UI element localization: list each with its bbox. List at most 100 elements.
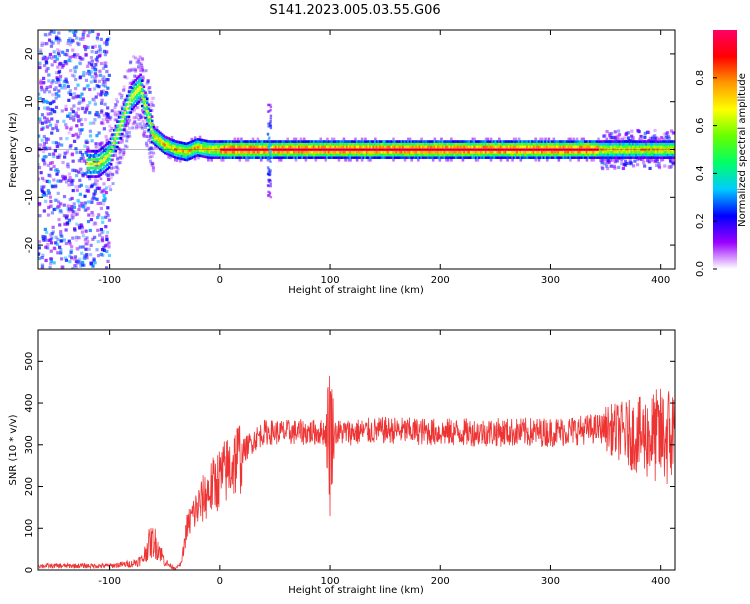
- ridge-cell: [360, 142, 364, 146]
- ridge-cell: [370, 140, 374, 143]
- ridge-cell: [286, 137, 290, 141]
- ridge-cell: [221, 159, 225, 162]
- noise-cell: [43, 64, 47, 68]
- ridge-cell: [182, 152, 185, 156]
- ridge-cell: [174, 150, 177, 154]
- ridge-cell: [142, 85, 146, 89]
- ridge-cell: [135, 77, 139, 80]
- ridge-cell: [501, 150, 504, 154]
- noise-cell: [630, 129, 634, 133]
- ridge-cell: [408, 150, 412, 154]
- ridge-cell: [299, 153, 303, 157]
- noise-cell: [42, 106, 47, 110]
- burst-cell: [268, 110, 271, 113]
- noise-cell: [147, 139, 151, 143]
- burst-cell: [269, 114, 273, 117]
- noise-cell: [63, 86, 67, 90]
- ridge-cell: [88, 154, 91, 157]
- ridge-cell: [355, 140, 359, 143]
- burst-cell: [269, 117, 273, 120]
- ridge-cell: [550, 142, 554, 146]
- ridge-cell: [342, 140, 346, 143]
- ridge-cell: [478, 153, 481, 157]
- burst-cell: [269, 121, 272, 125]
- noise-cell: [142, 134, 146, 138]
- ridge-cell: [145, 101, 149, 105]
- ridge-cell: [650, 159, 653, 162]
- noise-cell: [103, 244, 107, 248]
- ridge-cell: [192, 142, 195, 146]
- ridge-cell: [111, 145, 114, 149]
- ridge-cell: [408, 142, 412, 146]
- noise-cell: [51, 127, 55, 131]
- ridge-cell: [297, 153, 301, 157]
- ridge-cell: [188, 157, 192, 160]
- noise-cell: [82, 70, 86, 75]
- noise-cell: [38, 64, 42, 68]
- noise-cell: [101, 89, 105, 93]
- noise-cell: [617, 129, 621, 133]
- ridge-cell: [403, 140, 407, 143]
- ridge-cell: [656, 142, 660, 146]
- noise-cell: [80, 201, 84, 206]
- x-tick-label: 200: [431, 275, 450, 286]
- ridge-cell: [486, 156, 490, 159]
- ridge-cell: [663, 137, 666, 141]
- ridge-cell: [190, 153, 194, 157]
- ridge-cell: [383, 145, 387, 149]
- ridge-cell: [488, 142, 491, 146]
- ridge-cell: [623, 156, 627, 159]
- noise-cell: [54, 235, 58, 239]
- ridge-cell: [240, 137, 243, 141]
- noise-cell: [67, 178, 71, 183]
- ridge-cell: [159, 131, 162, 135]
- noise-cell: [655, 157, 659, 161]
- ridge-cell: [635, 142, 638, 146]
- noise-cell: [85, 185, 89, 189]
- ridge-cell: [631, 140, 635, 143]
- ridge-cell: [336, 140, 339, 143]
- ridge-cell: [544, 145, 547, 149]
- ridge-cell: [296, 150, 299, 154]
- burst-cell: [269, 103, 272, 107]
- ridge-cell: [119, 137, 123, 140]
- ridge-cell: [567, 156, 571, 159]
- ridge-cell: [193, 147, 197, 150]
- noise-cell: [46, 213, 51, 217]
- ridge-cell: [423, 140, 427, 143]
- noise-cell: [93, 168, 97, 173]
- ridge-cell: [412, 153, 415, 157]
- ridge-cell: [104, 160, 108, 164]
- ridge-cell: [491, 150, 495, 154]
- ridge-cell: [88, 175, 91, 178]
- ridge-cell: [193, 144, 197, 148]
- ridge-cell: [367, 150, 371, 154]
- ridge-cell: [370, 156, 374, 159]
- ridge-cell: [423, 156, 427, 159]
- ridge-cell: [468, 142, 471, 146]
- ridge-cell: [658, 140, 661, 143]
- ridge-cell: [387, 140, 390, 143]
- noise-cell: [93, 76, 97, 80]
- noise-cell: [83, 256, 87, 260]
- ridge-cell: [169, 151, 172, 154]
- noise-cell: [631, 164, 636, 168]
- ridge-cell: [344, 159, 347, 162]
- ridge-cell: [124, 111, 128, 115]
- ridge-cell: [527, 156, 531, 159]
- ridge-cell: [326, 156, 329, 159]
- noise-cell: [44, 120, 48, 125]
- noise-cell: [102, 248, 107, 253]
- ridge-cell: [286, 142, 290, 146]
- ridge-cell: [253, 145, 256, 149]
- ridge-cell: [329, 142, 333, 146]
- noise-cell: [50, 117, 54, 121]
- ridge-cell: [440, 156, 443, 159]
- ridge-cell: [474, 140, 478, 143]
- noise-cell: [102, 113, 106, 117]
- ridge-cell: [139, 98, 142, 102]
- noise-cell: [39, 78, 43, 82]
- noise-cell: [70, 152, 75, 156]
- ridge-cell: [474, 145, 478, 149]
